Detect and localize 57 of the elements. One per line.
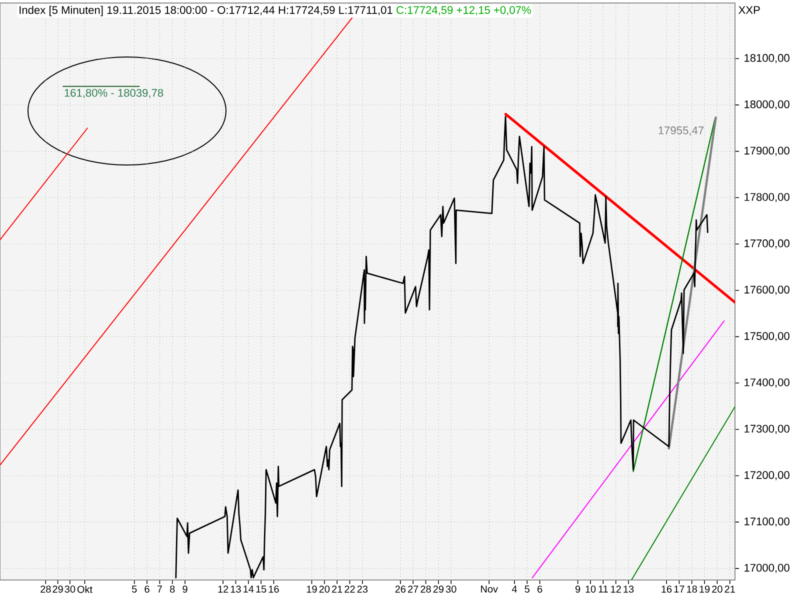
x-tick-label: 18 [687, 586, 697, 593]
x-tick-label: 21 [724, 586, 735, 593]
y-tick-label: 17000,00 [744, 564, 790, 573]
y-axis-title: XXP [738, 6, 760, 14]
x-tick-label: 5 [524, 586, 530, 593]
x-tick-label: 5 [132, 586, 137, 593]
x-tick-label: 12 [611, 586, 621, 593]
x-tick-label: 27 [408, 586, 418, 593]
x-tick-label: 29 [52, 586, 63, 593]
x-tick-label: 26 [395, 586, 406, 593]
x-tick-label: 15 [256, 586, 266, 593]
y-tick-label: 18000,00 [744, 100, 790, 110]
line-series [175, 116, 708, 578]
x-tick-label: 6 [144, 586, 150, 593]
x-tick-label: 28 [420, 586, 431, 593]
x-tick-label: 9 [182, 586, 188, 593]
x-tick-label: 14 [244, 586, 254, 592]
x-tick-label: 12 [218, 586, 228, 593]
annotation: 17955,47 [658, 126, 704, 136]
y-tick-label: 17300,00 [744, 424, 790, 434]
x-tick-label: 21 [332, 586, 342, 593]
x-tick-label: Okt [77, 586, 92, 593]
y-tick-label: 17700,00 [744, 239, 790, 249]
y-tick-label: 17100,00 [744, 518, 790, 527]
x-tick-label: 19 [306, 586, 317, 593]
y-tick-label: 17600,00 [744, 286, 790, 295]
x-tick-label: 7 [157, 586, 162, 592]
x-tick-label: 22 [344, 586, 355, 593]
y-tick-label: 18100,00 [744, 54, 790, 64]
x-tick-label: 9 [575, 586, 580, 593]
x-tick-label: 16 [268, 586, 279, 593]
x-tick-label: 4 [512, 586, 517, 592]
y-tick-label: 17500,00 [744, 332, 790, 342]
x-tick-label: 30 [446, 586, 456, 593]
y-tick-label: 17900,00 [744, 146, 790, 156]
x-tick-label: 10 [586, 586, 596, 593]
x-tick-label: 17 [674, 586, 684, 592]
x-tick-label: 20 [319, 586, 330, 593]
x-tick-label: 13 [624, 586, 634, 593]
annotation: 161,80% - 18039,78 [64, 88, 164, 98]
chart-subtitle: C:17724,59 +12,15 +0,07% [396, 6, 531, 16]
x-tick-label: 23 [357, 586, 368, 593]
x-tick-label: 11 [598, 586, 608, 592]
chart-title: Index [5 Minuten] 19.11.2015 18:00:00 - O:17712,44 H:17724,59 L:17711,01 [20, 6, 392, 16]
x-tick-label: 16 [662, 586, 672, 593]
y-tick-label: 17800,00 [744, 193, 790, 202]
x-tick-label: 30 [64, 586, 76, 593]
y-tick-label: 17200,00 [744, 471, 790, 480]
y-tick-label: 17400,00 [744, 378, 790, 388]
x-tick-label: 13 [230, 586, 241, 593]
x-tick-label: 6 [538, 586, 542, 593]
x-tick-label: 8 [170, 586, 175, 593]
x-tick-label: 28 [40, 586, 51, 593]
x-tick-label: 19 [700, 586, 710, 593]
x-tick-label: Nov [481, 586, 498, 593]
x-tick-label: 29 [433, 586, 444, 593]
x-tick-label: 20 [712, 586, 722, 593]
